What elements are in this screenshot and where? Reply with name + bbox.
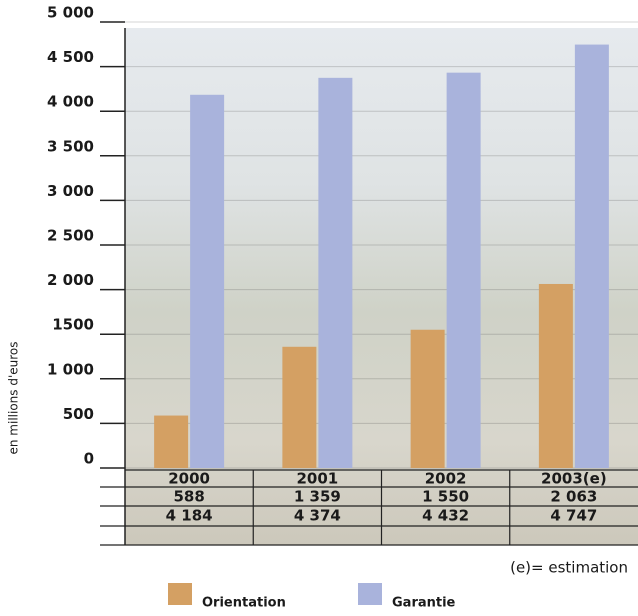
y-tick-label: 4 500 <box>47 48 94 66</box>
y-tick-label: 4 000 <box>47 93 94 111</box>
x-tick-label: 2001 <box>297 470 339 488</box>
table-value: 1 359 <box>294 488 341 506</box>
y-tick-label: 500 <box>63 405 94 423</box>
table-value: 4 184 <box>166 507 213 525</box>
bar <box>318 77 353 468</box>
x-tick-label: 2002 <box>425 470 467 488</box>
x-tick-label: 2000 <box>168 470 210 488</box>
table-value: 4 374 <box>294 507 341 525</box>
bar <box>282 346 317 468</box>
y-tick-label: 3 000 <box>47 182 94 200</box>
table-value: 588 <box>173 488 204 506</box>
bar <box>538 283 573 468</box>
table-value: 1 550 <box>422 488 469 506</box>
legend-label: Garantie <box>392 596 456 611</box>
y-tick-label: 1500 <box>52 316 94 334</box>
table-value: 4 432 <box>422 507 469 525</box>
table-value: 4 747 <box>550 507 597 525</box>
y-tick-label: 2 500 <box>47 227 94 245</box>
y-tick-label: 5 000 <box>47 4 94 22</box>
y-tick-label: 0 <box>84 450 94 468</box>
y-tick-label: 2 000 <box>47 271 94 289</box>
bar <box>574 44 609 469</box>
legend-swatch <box>358 583 382 605</box>
y-tick-label: 3 500 <box>47 137 94 155</box>
legend-swatch <box>168 583 192 605</box>
bar <box>446 72 481 469</box>
bar <box>154 415 189 468</box>
y-axis-label: en millions d'euros <box>7 341 21 454</box>
x-tick-label: 2003(e) <box>541 470 607 488</box>
y-tick-label: 1 000 <box>47 360 94 378</box>
table-value: 2 063 <box>550 488 597 506</box>
bar <box>410 329 445 468</box>
annotation: (e)= estimation <box>510 559 628 577</box>
legend-label: Orientation <box>202 596 286 611</box>
bar <box>190 94 225 468</box>
